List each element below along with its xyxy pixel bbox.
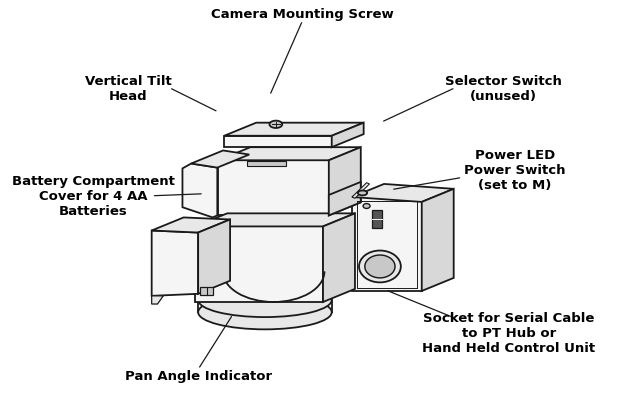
Polygon shape	[152, 296, 164, 304]
FancyBboxPatch shape	[247, 161, 286, 166]
Text: Power LED
Power Switch
(set to M): Power LED Power Switch (set to M)	[464, 148, 565, 191]
Polygon shape	[218, 148, 361, 161]
Polygon shape	[152, 231, 198, 296]
Ellipse shape	[363, 204, 370, 209]
Polygon shape	[329, 148, 361, 216]
Polygon shape	[218, 161, 329, 216]
FancyBboxPatch shape	[200, 287, 213, 295]
Polygon shape	[195, 227, 323, 302]
Polygon shape	[352, 183, 369, 199]
FancyBboxPatch shape	[372, 211, 383, 228]
Text: Selector Switch
(unused): Selector Switch (unused)	[445, 74, 562, 102]
Ellipse shape	[359, 251, 401, 282]
Ellipse shape	[358, 191, 367, 196]
Text: Vertical Tilt
Head: Vertical Tilt Head	[85, 74, 172, 102]
Ellipse shape	[198, 283, 332, 317]
Polygon shape	[332, 123, 364, 148]
Polygon shape	[323, 214, 355, 302]
Polygon shape	[352, 197, 422, 291]
Text: Camera Mounting Screw: Camera Mounting Screw	[211, 8, 394, 21]
Ellipse shape	[198, 295, 332, 330]
Polygon shape	[182, 164, 217, 218]
Polygon shape	[195, 214, 355, 227]
Polygon shape	[422, 190, 453, 291]
Polygon shape	[152, 218, 230, 233]
Ellipse shape	[365, 255, 395, 278]
Text: Socket for Serial Cable
to PT Hub or
Hand Held Control Unit: Socket for Serial Cable to PT Hub or Han…	[422, 311, 595, 354]
Text: Battery Compartment
Cover for 4 AA
Batteries: Battery Compartment Cover for 4 AA Batte…	[12, 175, 175, 218]
Polygon shape	[225, 136, 332, 148]
Polygon shape	[329, 183, 361, 216]
Text: Pan Angle Indicator: Pan Angle Indicator	[124, 370, 272, 382]
Polygon shape	[352, 185, 453, 202]
Polygon shape	[198, 220, 230, 294]
Polygon shape	[225, 123, 364, 136]
Ellipse shape	[269, 121, 282, 129]
Polygon shape	[191, 151, 249, 168]
